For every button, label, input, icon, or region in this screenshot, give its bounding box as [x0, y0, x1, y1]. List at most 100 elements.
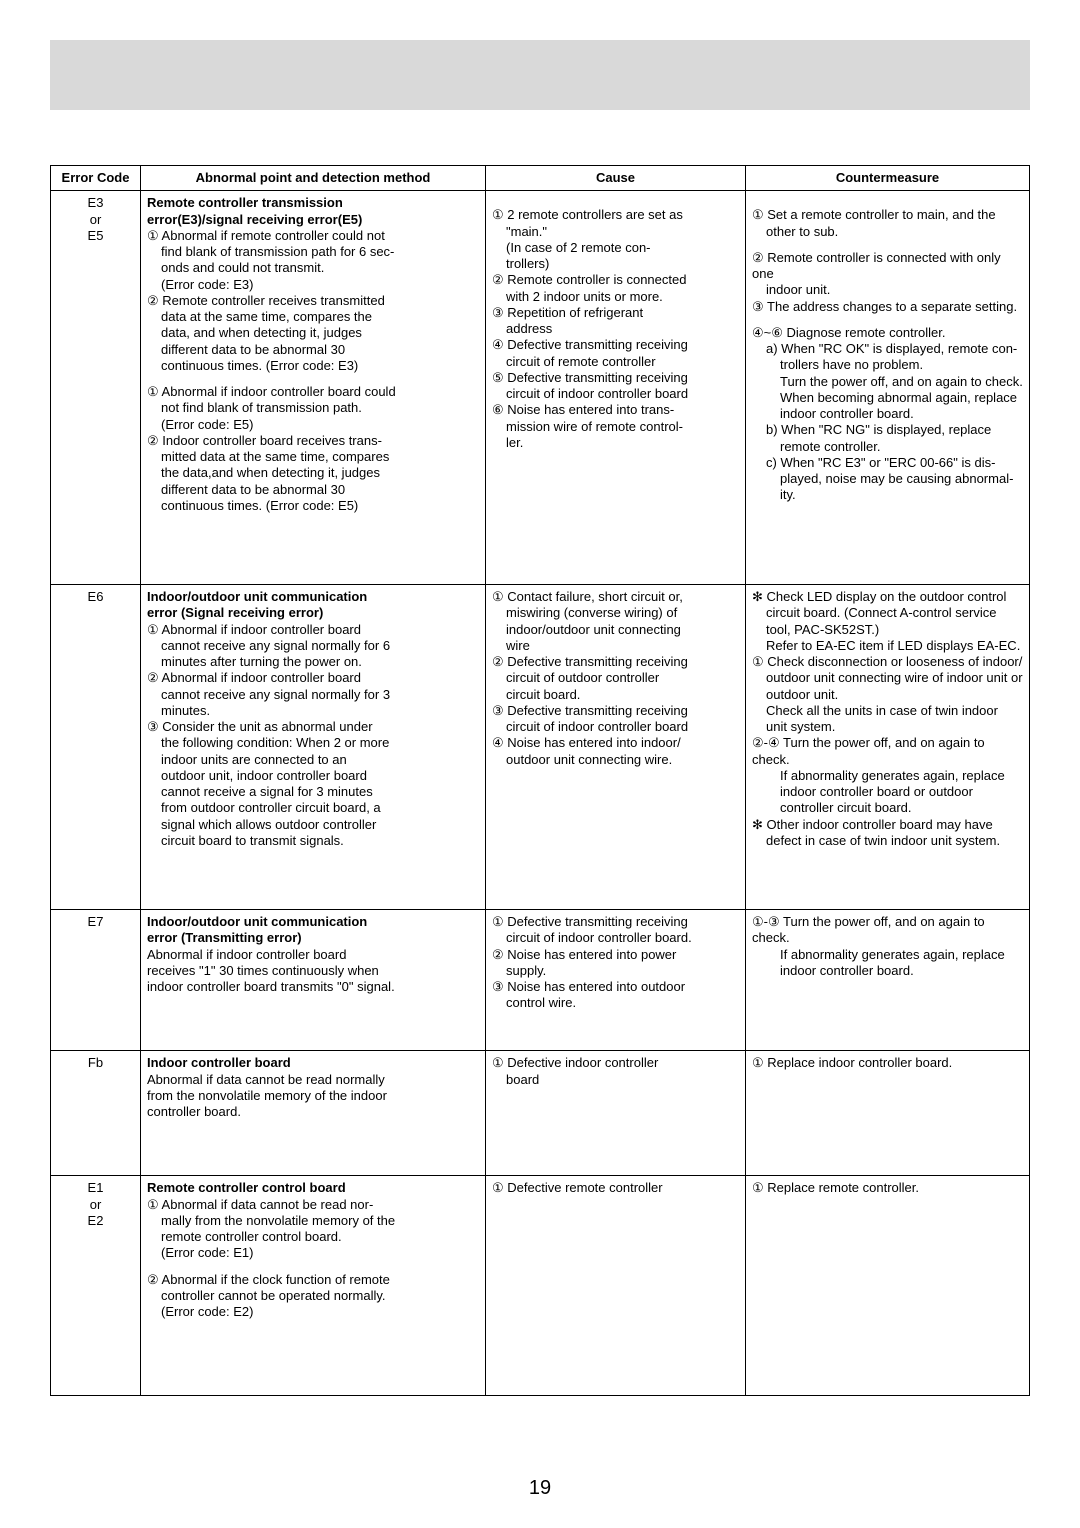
cell-text: indoor controller board.: [752, 963, 1023, 979]
cell-text: trollers have no problem.: [752, 357, 1023, 373]
cell-text: other to sub.: [752, 224, 1023, 240]
cell-text: data at the same time, compares the: [147, 309, 479, 325]
cause-cell: ① Defective transmitting receiving circu…: [486, 910, 746, 1051]
cell-text: ① Set a remote controller to main, and t…: [752, 207, 1023, 223]
cell-text: outdoor unit, indoor controller board: [147, 768, 479, 784]
header-abnormal: Abnormal point and detection method: [141, 166, 486, 191]
cell-text: ④ Noise has entered into indoor/: [492, 735, 739, 751]
cell-text: ✻ Other indoor controller board may have: [752, 817, 1023, 833]
cell-text: (In case of 2 remote con-: [492, 240, 739, 256]
cell-text: tool, PAC-SK52ST.): [752, 622, 1023, 638]
cell-text: continuous times. (Error code: E5): [147, 498, 479, 514]
cell-text: When becoming abnormal again, replace: [752, 390, 1023, 406]
cell-text: from the nonvolatile memory of the indoo…: [147, 1088, 479, 1104]
cell-text: board: [492, 1072, 739, 1088]
cell-text: ① Defective transmitting receiving: [492, 914, 739, 930]
error-table: Error Code Abnormal point and detection …: [50, 165, 1030, 1396]
code-text: or: [57, 1197, 134, 1213]
cell-text: cannot receive a signal for 3 minutes: [147, 784, 479, 800]
cause-cell: ① Defective remote controller: [486, 1176, 746, 1396]
header-banner: [50, 40, 1030, 110]
cell-text: circuit of indoor controller board: [492, 386, 739, 402]
cell-text: control wire.: [492, 995, 739, 1011]
header-error-code: Error Code: [51, 166, 141, 191]
code-text: E7: [57, 914, 134, 930]
cell-text: continuous times. (Error code: E3): [147, 358, 479, 374]
cell-text: circuit of indoor controller board: [492, 719, 739, 735]
table-row: E1 or E2 Remote controller control board…: [51, 1176, 1030, 1396]
cell-text: ① Abnormal if indoor controller board co…: [147, 384, 479, 400]
cell-text: ① Check disconnection or looseness of in…: [752, 654, 1023, 670]
table-row: E6 Indoor/outdoor unit communication err…: [51, 585, 1030, 910]
cell-text: ② Abnormal if indoor controller board: [147, 670, 479, 686]
abnormal-cell: Indoor controller board Abnormal if data…: [141, 1051, 486, 1176]
header-countermeasure: Countermeasure: [746, 166, 1030, 191]
error-code-cell: E7: [51, 910, 141, 1051]
cell-text: mally from the nonvolatile memory of the: [147, 1213, 479, 1229]
cell-text: c) When "RC E3" or "ERC 00-66" is dis-: [752, 455, 1023, 471]
cell-text: Turn the power off, and on again to chec…: [752, 374, 1023, 390]
cell-text: trollers): [492, 256, 739, 272]
cell-text: played, noise may be causing abnormal-: [752, 471, 1023, 487]
cell-text: data, and when detecting it, judges: [147, 325, 479, 341]
cell-text: ①-③ Turn the power off, and on again to …: [752, 914, 1023, 947]
cell-text: Remote controller transmission: [147, 195, 479, 211]
cell-text: circuit board. (Connect A-control servic…: [752, 605, 1023, 621]
cell-text: ④ Defective transmitting receiving: [492, 337, 739, 353]
error-code-cell: E6: [51, 585, 141, 910]
cell-text: ③ Noise has entered into outdoor: [492, 979, 739, 995]
code-text: E2: [57, 1213, 134, 1229]
cell-text: outdoor unit.: [752, 687, 1023, 703]
cell-text: the data,and when detecting it, judges: [147, 465, 479, 481]
cell-text: different data to be abnormal 30: [147, 342, 479, 358]
table-row: E7 Indoor/outdoor unit communication err…: [51, 910, 1030, 1051]
cell-text: remote controller control board.: [147, 1229, 479, 1245]
cell-text: ler.: [492, 435, 739, 451]
header-cause: Cause: [486, 166, 746, 191]
cell-text: ② Remote controller is connected: [492, 272, 739, 288]
cell-text: ① Abnormal if data cannot be read nor-: [147, 1197, 479, 1213]
cell-text: circuit board.: [492, 687, 739, 703]
cell-text: controller cannot be operated normally.: [147, 1288, 479, 1304]
code-text: E3: [57, 195, 134, 211]
cell-text: Indoor/outdoor unit communication: [147, 914, 479, 930]
cell-text: ① Abnormal if indoor controller board: [147, 622, 479, 638]
cell-text: ② Indoor controller board receives trans…: [147, 433, 479, 449]
cell-text: ④~⑥ Diagnose remote controller.: [752, 325, 1023, 341]
cell-text: ① Replace indoor controller board.: [752, 1055, 1023, 1071]
cell-text: indoor controller board or outdoor: [752, 784, 1023, 800]
cell-text: a) When "RC OK" is displayed, remote con…: [752, 341, 1023, 357]
cell-text: mission wire of remote control-: [492, 419, 739, 435]
cell-text: ② Defective transmitting receiving: [492, 654, 739, 670]
cell-text: onds and could not transmit.: [147, 260, 479, 276]
countermeasure-cell: ✻ Check LED display on the outdoor contr…: [746, 585, 1030, 910]
cell-text: remote controller.: [752, 439, 1023, 455]
error-code-cell: E1 or E2: [51, 1176, 141, 1396]
cell-text: ⑤ Defective transmitting receiving: [492, 370, 739, 386]
cell-text: "main.": [492, 224, 739, 240]
cell-text: (Error code: E3): [147, 277, 479, 293]
code-text: or: [57, 212, 134, 228]
cell-text: ① Replace remote controller.: [752, 1180, 1023, 1196]
cell-text: supply.: [492, 963, 739, 979]
cause-cell: ① Contact failure, short circuit or, mis…: [486, 585, 746, 910]
cell-text: wire: [492, 638, 739, 654]
cell-text: ③ Repetition of refrigerant: [492, 305, 739, 321]
cell-text: Refer to EA-EC item if LED displays EA-E…: [752, 638, 1023, 654]
cell-text: from outdoor controller circuit board, a: [147, 800, 479, 816]
cell-text: Indoor controller board: [147, 1055, 479, 1071]
error-code-cell: Fb: [51, 1051, 141, 1176]
cell-text: indoor controller board transmits "0" si…: [147, 979, 479, 995]
cell-text: outdoor unit connecting wire of indoor u…: [752, 670, 1023, 686]
cell-text: the following condition: When 2 or more: [147, 735, 479, 751]
cell-text: ① Abnormal if remote controller could no…: [147, 228, 479, 244]
cell-text: error (Signal receiving error): [147, 605, 479, 621]
cell-text: controller board.: [147, 1104, 479, 1120]
countermeasure-cell: ① Replace indoor controller board.: [746, 1051, 1030, 1176]
code-text: E6: [57, 589, 134, 605]
cell-text: signal which allows outdoor controller: [147, 817, 479, 833]
cell-text: ① Contact failure, short circuit or,: [492, 589, 739, 605]
cell-text: If abnormality generates again, replace: [752, 768, 1023, 784]
cell-text: ① Defective remote controller: [492, 1180, 739, 1196]
cell-text: circuit board to transmit signals.: [147, 833, 479, 849]
